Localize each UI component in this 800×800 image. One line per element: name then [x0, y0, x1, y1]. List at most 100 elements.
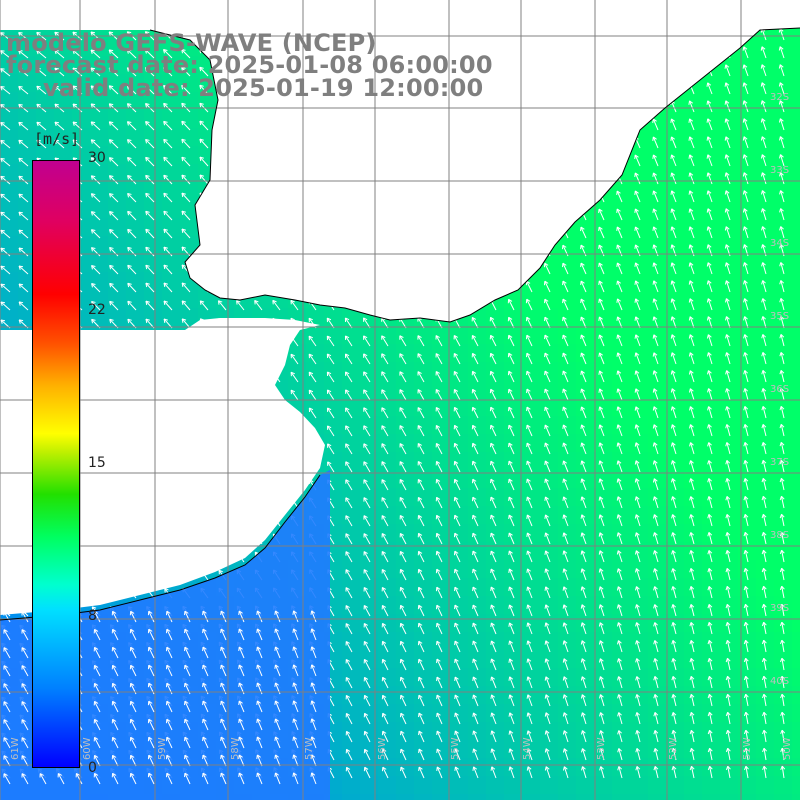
- field-cell: [666, 704, 685, 723]
- field-cell: [558, 578, 577, 597]
- field-cell: [360, 596, 379, 615]
- field-cell: [792, 650, 800, 669]
- field-cell: [630, 308, 649, 327]
- lat-label: 35S: [770, 311, 789, 322]
- field-cell: [144, 236, 163, 255]
- field-cell: [648, 146, 667, 165]
- field-cell: [504, 794, 523, 800]
- field-cell: [324, 362, 343, 381]
- field-cell: [360, 686, 379, 705]
- field-cell: [774, 362, 793, 381]
- field-cell: [540, 326, 559, 345]
- field-cell: [522, 740, 541, 759]
- lon-label: 55W: [450, 737, 461, 760]
- field-cell: [36, 74, 55, 93]
- field-cell: [504, 650, 523, 669]
- field-cell: [144, 200, 163, 219]
- field-cell: [612, 182, 631, 201]
- field-cell: [450, 452, 469, 471]
- field-cell: [738, 326, 757, 345]
- field-cell: [468, 326, 487, 345]
- field-cell: [54, 56, 73, 75]
- field-cell: [594, 758, 613, 777]
- field-cell: [576, 560, 595, 579]
- field-cell: [792, 272, 800, 291]
- field-cell: [720, 92, 739, 111]
- field-cell: [396, 326, 415, 345]
- field-cell: [774, 200, 793, 219]
- field-cell: [756, 794, 775, 800]
- field-cell: [666, 254, 685, 273]
- field-cell: [666, 596, 685, 615]
- field-cell: [720, 794, 739, 800]
- field-cell: [360, 542, 379, 561]
- field-cell: [360, 740, 379, 759]
- field-cell: [432, 416, 451, 435]
- field-cell: [540, 794, 559, 800]
- field-cell: [144, 164, 163, 183]
- field-cell: [414, 758, 433, 777]
- field-cell: [738, 542, 757, 561]
- field-cell: [594, 254, 613, 273]
- field-cell: [108, 128, 127, 147]
- field-cell: [612, 290, 631, 309]
- field-cell: [612, 452, 631, 471]
- field-cell: [360, 704, 379, 723]
- field-cell: [342, 578, 361, 597]
- field-cell: [774, 254, 793, 273]
- field-cell: [576, 506, 595, 525]
- field-cell: [486, 344, 505, 363]
- field-cell: [756, 776, 775, 795]
- field-cell: [702, 254, 721, 273]
- field-cell: [486, 794, 505, 800]
- field-cell: [378, 722, 397, 741]
- field-cell: [378, 398, 397, 417]
- field-cell: [558, 272, 577, 291]
- field-cell: [558, 776, 577, 795]
- field-cell: [630, 452, 649, 471]
- field-cell: [612, 758, 631, 777]
- field-cell: [576, 488, 595, 507]
- field-cell: [630, 200, 649, 219]
- field-cell: [522, 398, 541, 417]
- field-cell: [522, 704, 541, 723]
- lon-label: 59W: [157, 737, 168, 760]
- field-cell: [648, 560, 667, 579]
- field-cell: [468, 722, 487, 741]
- field-cell: [504, 452, 523, 471]
- lat-label: 40S: [770, 676, 789, 687]
- field-cell: [576, 578, 595, 597]
- field-cell: [684, 236, 703, 255]
- field-cell: [396, 578, 415, 597]
- field-cell: [486, 416, 505, 435]
- field-cell: [342, 470, 361, 489]
- field-cell: [774, 128, 793, 147]
- field-cell: [360, 776, 379, 795]
- field-cell: [756, 308, 775, 327]
- field-cell: [666, 758, 685, 777]
- field-cell: [18, 110, 37, 129]
- field-cell: [414, 686, 433, 705]
- field-cell: [612, 650, 631, 669]
- field-cell: [684, 218, 703, 237]
- field-cell: [540, 506, 559, 525]
- field-cell: [684, 722, 703, 741]
- field-cell: [738, 200, 757, 219]
- field-cell: [576, 776, 595, 795]
- field-cell: [342, 542, 361, 561]
- field-cell: [414, 488, 433, 507]
- field-cell: [522, 380, 541, 399]
- field-cell: [684, 596, 703, 615]
- field-cell: [576, 452, 595, 471]
- field-cell: [738, 632, 757, 651]
- field-cell: [756, 290, 775, 309]
- field-cell: [666, 632, 685, 651]
- field-cell: [0, 254, 19, 273]
- field-cell: [360, 524, 379, 543]
- field-cell: [756, 452, 775, 471]
- field-cell: [756, 164, 775, 183]
- field-cell: [468, 470, 487, 489]
- field-cell: [396, 776, 415, 795]
- field-cell: [648, 416, 667, 435]
- field-cell: [684, 506, 703, 525]
